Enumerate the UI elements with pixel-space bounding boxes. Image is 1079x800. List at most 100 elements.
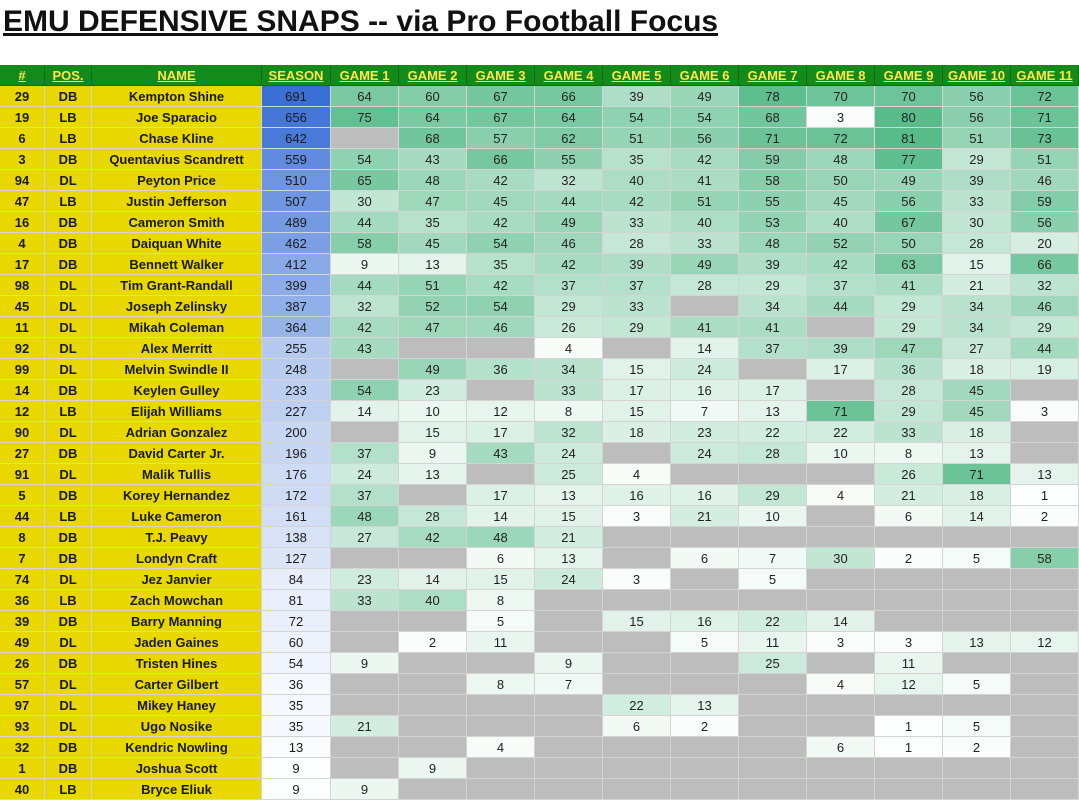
game-snaps-cell[interactable]: 47 <box>399 191 467 212</box>
game-snaps-cell[interactable]: 58 <box>1011 548 1079 569</box>
season-total-cell[interactable]: 656 <box>262 107 331 128</box>
game-snaps-cell[interactable]: 29 <box>943 149 1011 170</box>
game-snaps-cell[interactable]: 62 <box>535 128 603 149</box>
season-total-cell[interactable]: 462 <box>262 233 331 254</box>
season-total-cell[interactable]: 412 <box>262 254 331 275</box>
game-snaps-cell[interactable]: 10 <box>739 506 807 527</box>
game-snaps-cell[interactable] <box>467 716 535 737</box>
game-snaps-cell[interactable]: 41 <box>739 317 807 338</box>
player-name-cell[interactable]: T.J. Peavy <box>92 527 262 548</box>
game-snaps-cell[interactable]: 57 <box>467 128 535 149</box>
game-snaps-cell[interactable] <box>807 464 875 485</box>
jersey-number-cell[interactable]: 32 <box>0 737 45 758</box>
game-snaps-cell[interactable] <box>671 779 739 800</box>
jersey-number-cell[interactable]: 19 <box>0 107 45 128</box>
season-total-cell[interactable]: 172 <box>262 485 331 506</box>
player-name-cell[interactable]: David Carter Jr. <box>92 443 262 464</box>
header-cell[interactable]: GAME 1 <box>331 65 399 86</box>
player-name-cell[interactable]: Kempton Shine <box>92 86 262 107</box>
season-total-cell[interactable]: 642 <box>262 128 331 149</box>
game-snaps-cell[interactable]: 14 <box>467 506 535 527</box>
player-name-cell[interactable]: Tim Grant-Randall <box>92 275 262 296</box>
game-snaps-cell[interactable]: 71 <box>1011 107 1079 128</box>
player-name-cell[interactable]: Tristen Hines <box>92 653 262 674</box>
game-snaps-cell[interactable]: 56 <box>1011 212 1079 233</box>
game-snaps-cell[interactable]: 8 <box>535 401 603 422</box>
game-snaps-cell[interactable] <box>1011 380 1079 401</box>
game-snaps-cell[interactable]: 52 <box>807 233 875 254</box>
game-snaps-cell[interactable]: 41 <box>671 170 739 191</box>
game-snaps-cell[interactable]: 34 <box>739 296 807 317</box>
game-snaps-cell[interactable]: 15 <box>943 254 1011 275</box>
game-snaps-cell[interactable] <box>331 611 399 632</box>
game-snaps-cell[interactable]: 44 <box>807 296 875 317</box>
game-snaps-cell[interactable] <box>739 674 807 695</box>
game-snaps-cell[interactable] <box>739 779 807 800</box>
game-snaps-cell[interactable]: 13 <box>671 695 739 716</box>
game-snaps-cell[interactable]: 24 <box>331 464 399 485</box>
game-snaps-cell[interactable]: 14 <box>807 611 875 632</box>
season-total-cell[interactable]: 60 <box>262 632 331 653</box>
jersey-number-cell[interactable]: 93 <box>0 716 45 737</box>
game-snaps-cell[interactable]: 5 <box>467 611 535 632</box>
game-snaps-cell[interactable]: 6 <box>875 506 943 527</box>
game-snaps-cell[interactable] <box>807 569 875 590</box>
game-snaps-cell[interactable]: 1 <box>875 737 943 758</box>
game-snaps-cell[interactable]: 42 <box>399 527 467 548</box>
game-snaps-cell[interactable]: 13 <box>739 401 807 422</box>
player-name-cell[interactable]: Joshua Scott <box>92 758 262 779</box>
game-snaps-cell[interactable]: 37 <box>807 275 875 296</box>
game-snaps-cell[interactable] <box>535 590 603 611</box>
position-cell[interactable]: DL <box>45 716 92 737</box>
header-cell[interactable]: GAME 4 <box>535 65 603 86</box>
jersey-number-cell[interactable]: 40 <box>0 779 45 800</box>
game-snaps-cell[interactable]: 15 <box>603 359 671 380</box>
game-snaps-cell[interactable] <box>671 674 739 695</box>
game-snaps-cell[interactable]: 9 <box>399 443 467 464</box>
game-snaps-cell[interactable] <box>739 464 807 485</box>
game-snaps-cell[interactable]: 30 <box>943 212 1011 233</box>
player-name-cell[interactable]: Barry Manning <box>92 611 262 632</box>
game-snaps-cell[interactable]: 32 <box>535 170 603 191</box>
season-total-cell[interactable]: 364 <box>262 317 331 338</box>
game-snaps-cell[interactable]: 54 <box>331 380 399 401</box>
header-cell[interactable]: GAME 3 <box>467 65 535 86</box>
position-cell[interactable]: DB <box>45 758 92 779</box>
game-snaps-cell[interactable]: 9 <box>331 653 399 674</box>
game-snaps-cell[interactable] <box>399 485 467 506</box>
game-snaps-cell[interactable]: 40 <box>603 170 671 191</box>
jersey-number-cell[interactable]: 14 <box>0 380 45 401</box>
player-name-cell[interactable]: Jez Janvier <box>92 569 262 590</box>
jersey-number-cell[interactable]: 94 <box>0 170 45 191</box>
game-snaps-cell[interactable]: 36 <box>875 359 943 380</box>
game-snaps-cell[interactable]: 28 <box>943 233 1011 254</box>
game-snaps-cell[interactable]: 40 <box>671 212 739 233</box>
position-cell[interactable]: DL <box>45 275 92 296</box>
game-snaps-cell[interactable]: 4 <box>535 338 603 359</box>
game-snaps-cell[interactable]: 37 <box>603 275 671 296</box>
jersey-number-cell[interactable]: 49 <box>0 632 45 653</box>
game-snaps-cell[interactable]: 42 <box>467 212 535 233</box>
game-snaps-cell[interactable]: 29 <box>875 317 943 338</box>
game-snaps-cell[interactable]: 12 <box>875 674 943 695</box>
game-snaps-cell[interactable]: 10 <box>807 443 875 464</box>
game-snaps-cell[interactable]: 66 <box>1011 254 1079 275</box>
game-snaps-cell[interactable] <box>603 632 671 653</box>
jersey-number-cell[interactable]: 36 <box>0 590 45 611</box>
game-snaps-cell[interactable] <box>331 632 399 653</box>
game-snaps-cell[interactable] <box>1011 443 1079 464</box>
season-total-cell[interactable]: 9 <box>262 779 331 800</box>
game-snaps-cell[interactable] <box>467 653 535 674</box>
game-snaps-cell[interactable] <box>603 737 671 758</box>
game-snaps-cell[interactable]: 5 <box>943 674 1011 695</box>
game-snaps-cell[interactable]: 75 <box>331 107 399 128</box>
game-snaps-cell[interactable]: 42 <box>671 149 739 170</box>
game-snaps-cell[interactable]: 71 <box>739 128 807 149</box>
game-snaps-cell[interactable]: 68 <box>399 128 467 149</box>
game-snaps-cell[interactable] <box>1011 716 1079 737</box>
jersey-number-cell[interactable]: 91 <box>0 464 45 485</box>
game-snaps-cell[interactable]: 9 <box>331 779 399 800</box>
jersey-number-cell[interactable]: 3 <box>0 149 45 170</box>
game-snaps-cell[interactable] <box>467 695 535 716</box>
game-snaps-cell[interactable]: 72 <box>807 128 875 149</box>
